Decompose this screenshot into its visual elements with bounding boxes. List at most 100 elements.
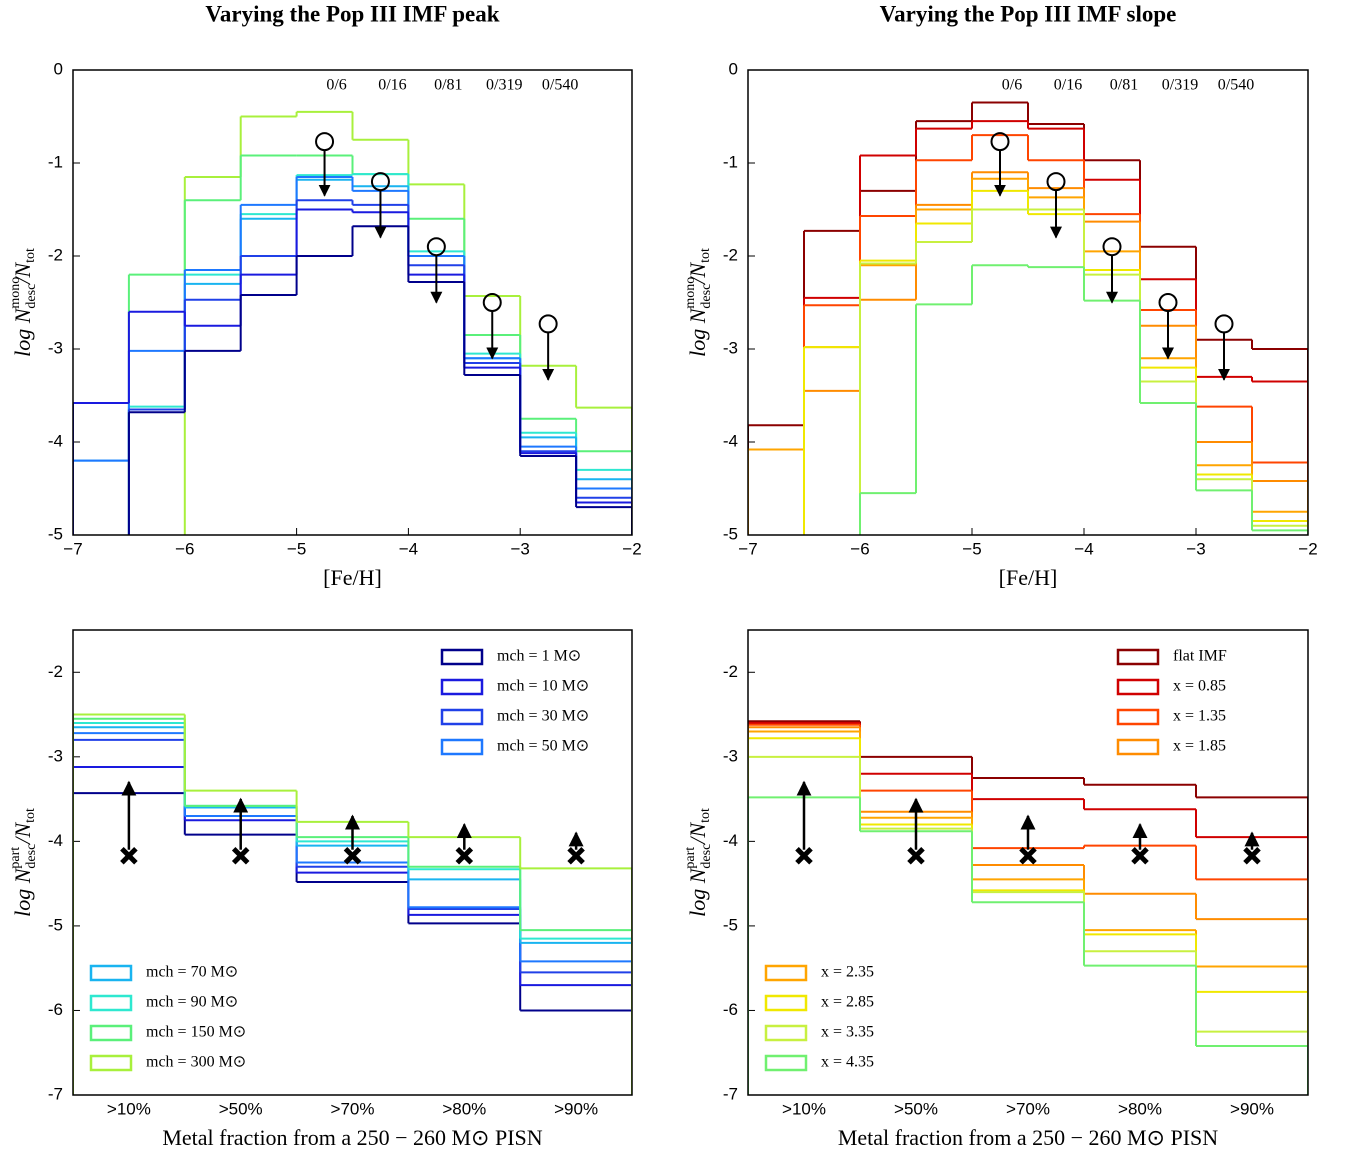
axes-frame <box>747 629 1309 1096</box>
ylabel-over: /N <box>10 262 35 286</box>
series-group <box>748 101 1308 535</box>
legend-label: x = 1.35 <box>1173 708 1226 725</box>
observed-limit <box>370 172 390 192</box>
y-axis-label: log Npartdesc/Ntot <box>683 808 714 917</box>
panel: -7 -6 -5 -4 -3 -2 >10% >50% >70% >80% >90% mch = 1 … <box>8 629 633 1150</box>
limit-label: 0/81 <box>1110 77 1138 94</box>
legend-swatch <box>440 708 484 726</box>
legend-label: mch = 30 M⊙ <box>497 708 589 725</box>
observed-limit <box>231 846 250 865</box>
x-tick-label: >10% <box>107 1099 151 1118</box>
y-tick-label: 0 <box>729 59 738 78</box>
x-tick-label: −4 <box>1074 539 1093 558</box>
legend-label: mch = 70 M⊙ <box>146 964 238 981</box>
limit-label: 0/16 <box>1054 77 1082 94</box>
legend-swatch <box>1116 738 1160 756</box>
y-tick-label: -5 <box>48 524 63 543</box>
legend-swatch <box>89 1054 133 1072</box>
panel: Varying the Pop III IMF slope -5 -4 -3 -2 -1 0… <box>683 1 1317 590</box>
legend-swatch <box>1116 708 1160 726</box>
y-tick-label: -3 <box>48 746 63 765</box>
limit-label: 0/81 <box>434 77 462 94</box>
y-tick-label: -2 <box>723 245 738 264</box>
legend-swatch <box>764 994 808 1012</box>
y-tick-label: -3 <box>48 338 63 357</box>
observed-limit <box>120 846 138 865</box>
ylabel-sup: part <box>8 847 23 869</box>
x-tick-label: −3 <box>511 539 530 558</box>
observed-limit <box>426 237 446 257</box>
x-tick-label: >90% <box>554 1099 598 1118</box>
ylabel-sub: desc <box>24 844 39 869</box>
observed-limit <box>538 314 558 334</box>
ylabel-over: /N <box>685 822 710 846</box>
legend-swatch <box>89 1024 133 1042</box>
ylabel-over: /N <box>685 262 710 286</box>
legend-swatch <box>440 678 484 696</box>
ylabel-sub: desc <box>24 284 39 309</box>
x-tick-label: −2 <box>1298 539 1317 558</box>
observed-limit <box>455 846 474 865</box>
observed-limit <box>795 846 813 865</box>
y-axis-label: log Nmonodesc/Ntot <box>683 248 714 357</box>
x-tick-label: −5 <box>962 539 981 558</box>
ylabel-sub: desc <box>699 284 714 309</box>
x-tick-label: >50% <box>219 1099 263 1118</box>
observed-limit <box>482 293 502 312</box>
legend-label: mch = 300 M⊙ <box>146 1054 246 1071</box>
ylabel-over-sub: tot <box>698 808 713 823</box>
panel-title: Varying the Pop III IMF peak <box>205 1 499 26</box>
observed-limit <box>567 846 585 865</box>
y-tick-label: -3 <box>723 338 738 357</box>
y-axis-label: log Npartdesc/Ntot <box>8 808 39 917</box>
legend-label: mch = 1 M⊙ <box>497 648 581 665</box>
legend-swatch <box>89 994 133 1012</box>
x-tick-label: −6 <box>850 539 869 558</box>
observed-limit <box>1046 172 1066 192</box>
legend-label: x = 3.35 <box>821 1024 874 1041</box>
y-tick-label: -4 <box>48 431 63 450</box>
legend-label: x = 1.85 <box>1173 738 1226 755</box>
series-group <box>73 110 632 535</box>
y-tick-label: -2 <box>48 662 63 681</box>
y-tick-label: -5 <box>723 915 738 934</box>
ylabel-main: log N <box>10 867 35 917</box>
y-tick-label: -2 <box>48 245 63 264</box>
observed-limit <box>990 132 1010 152</box>
panel: -7 -6 -5 -4 -3 -2 >10% >50% >70% >80% >90% flat IMF… <box>683 629 1309 1150</box>
y-tick-label: -6 <box>48 1000 63 1019</box>
y-axis-label: log Nmonodesc/Ntot <box>8 248 39 357</box>
observed-limit <box>1019 846 1037 865</box>
axes-frame <box>72 629 633 1096</box>
y-tick-label: -7 <box>723 1084 738 1103</box>
limit-label: 0/6 <box>326 77 346 94</box>
observed-limit <box>907 846 925 865</box>
x-tick-label: >80% <box>1118 1099 1162 1118</box>
y-tick-label: -3 <box>723 746 738 765</box>
legend-label: mch = 10 M⊙ <box>497 678 589 695</box>
y-tick-label: -1 <box>48 152 63 171</box>
y-tick-label: 0 <box>54 59 63 78</box>
observed-limit <box>1102 237 1122 257</box>
legend-swatch <box>1116 648 1160 666</box>
ylabel-over-sub: tot <box>23 808 38 823</box>
x-tick-label: −7 <box>63 539 82 558</box>
limit-label: 0/16 <box>378 77 406 94</box>
x-axis-label: Metal fraction from a 250 − 260 M⊙ PISN <box>838 1125 1218 1150</box>
x-tick-label: >80% <box>442 1099 486 1118</box>
legend-swatch <box>440 738 484 756</box>
observed-limit <box>315 132 335 152</box>
x-tick-label: −7 <box>738 539 757 558</box>
y-tick-label: -7 <box>48 1084 63 1103</box>
x-tick-label: −4 <box>399 539 418 558</box>
y-tick-label: -4 <box>723 831 738 850</box>
y-tick-label: -5 <box>723 524 738 543</box>
legend-label: mch = 90 M⊙ <box>146 994 238 1011</box>
observed-limit <box>1243 846 1261 865</box>
x-tick-label: >90% <box>1230 1099 1274 1118</box>
x-tick-label: >50% <box>894 1099 938 1118</box>
y-tick-label: -1 <box>723 152 738 171</box>
ylabel-main: log N <box>10 307 35 357</box>
x-tick-label: −5 <box>287 539 306 558</box>
